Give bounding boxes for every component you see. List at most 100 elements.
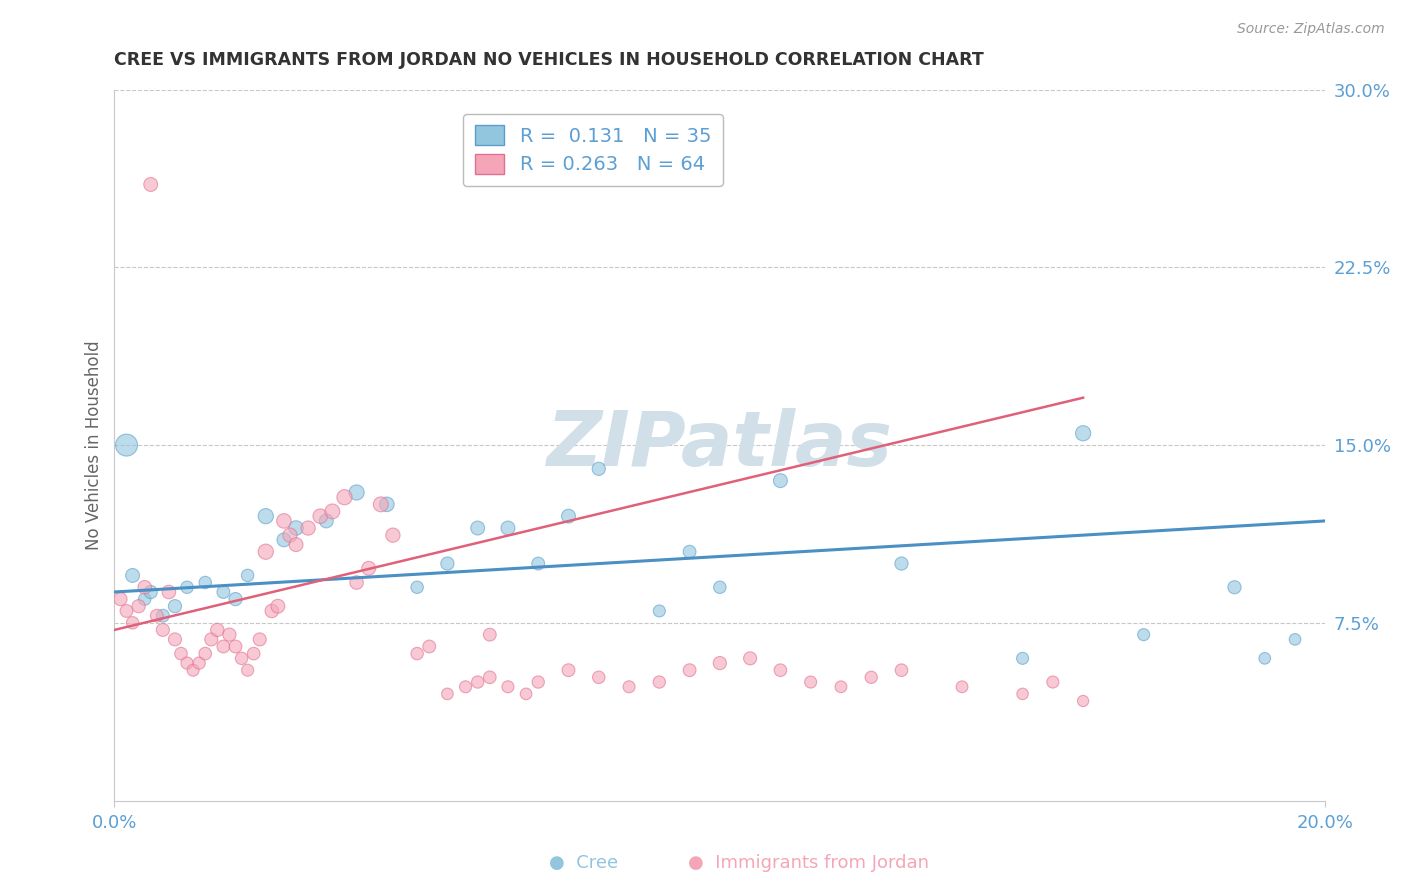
- Point: [950, 680, 973, 694]
- Point: [740, 651, 762, 665]
- Point: [648, 604, 671, 618]
- Point: [236, 568, 259, 582]
- Point: [152, 608, 174, 623]
- Point: [236, 663, 259, 677]
- Point: [157, 585, 180, 599]
- Point: [254, 545, 277, 559]
- Point: [478, 670, 501, 684]
- Point: [678, 545, 700, 559]
- Point: [254, 509, 277, 524]
- Point: [381, 528, 404, 542]
- Point: [249, 632, 271, 647]
- Point: [370, 497, 392, 511]
- Point: [163, 632, 186, 647]
- Text: ●  Immigrants from Jordan: ● Immigrants from Jordan: [688, 855, 929, 872]
- Point: [139, 585, 162, 599]
- Point: [121, 615, 143, 630]
- Point: [436, 687, 458, 701]
- Text: ZIPatlas: ZIPatlas: [547, 409, 893, 482]
- Point: [890, 663, 912, 677]
- Y-axis label: No Vehicles in Household: No Vehicles in Household: [86, 340, 103, 549]
- Point: [194, 575, 217, 590]
- Point: [515, 687, 537, 701]
- Point: [588, 462, 610, 476]
- Point: [297, 521, 319, 535]
- Text: CREE VS IMMIGRANTS FROM JORDAN NO VEHICLES IN HOUSEHOLD CORRELATION CHART: CREE VS IMMIGRANTS FROM JORDAN NO VEHICL…: [114, 51, 984, 69]
- Point: [1042, 675, 1064, 690]
- Point: [678, 663, 700, 677]
- Point: [648, 675, 671, 690]
- Point: [273, 514, 295, 528]
- Point: [346, 575, 368, 590]
- Point: [1284, 632, 1306, 647]
- Point: [436, 557, 458, 571]
- Point: [890, 557, 912, 571]
- Point: [769, 474, 792, 488]
- Point: [128, 599, 150, 614]
- Point: [285, 521, 308, 535]
- Text: Source: ZipAtlas.com: Source: ZipAtlas.com: [1237, 22, 1385, 37]
- Point: [496, 680, 519, 694]
- Point: [527, 675, 550, 690]
- Point: [115, 438, 138, 452]
- Point: [163, 599, 186, 614]
- Point: [1011, 687, 1033, 701]
- Point: [478, 627, 501, 641]
- Point: [224, 592, 246, 607]
- Point: [800, 675, 823, 690]
- Point: [212, 640, 235, 654]
- Point: [176, 656, 198, 670]
- Point: [188, 656, 211, 670]
- Point: [1071, 694, 1094, 708]
- Point: [134, 592, 156, 607]
- Point: [218, 627, 240, 641]
- Point: [212, 585, 235, 599]
- Point: [418, 640, 440, 654]
- Point: [1011, 651, 1033, 665]
- Point: [260, 604, 283, 618]
- Point: [1071, 426, 1094, 441]
- Point: [527, 557, 550, 571]
- Point: [207, 623, 229, 637]
- Point: [134, 580, 156, 594]
- Point: [315, 514, 337, 528]
- Point: [146, 608, 169, 623]
- Point: [181, 663, 204, 677]
- Point: [152, 623, 174, 637]
- Point: [346, 485, 368, 500]
- Text: ●  Cree: ● Cree: [548, 855, 619, 872]
- Point: [406, 647, 429, 661]
- Point: [617, 680, 640, 694]
- Point: [1223, 580, 1246, 594]
- Point: [115, 604, 138, 618]
- Point: [709, 656, 731, 670]
- Point: [333, 490, 356, 504]
- Point: [557, 509, 579, 524]
- Point: [139, 178, 162, 192]
- Point: [194, 647, 217, 661]
- Point: [588, 670, 610, 684]
- Point: [121, 568, 143, 582]
- Point: [375, 497, 398, 511]
- Point: [454, 680, 477, 694]
- Point: [110, 592, 132, 607]
- Point: [860, 670, 883, 684]
- Point: [200, 632, 222, 647]
- Point: [267, 599, 290, 614]
- Point: [1132, 627, 1154, 641]
- Point: [357, 561, 380, 575]
- Point: [321, 504, 343, 518]
- Point: [709, 580, 731, 594]
- Point: [496, 521, 519, 535]
- Point: [769, 663, 792, 677]
- Point: [273, 533, 295, 547]
- Point: [176, 580, 198, 594]
- Point: [467, 675, 489, 690]
- Legend: R =  0.131   N = 35, R = 0.263   N = 64: R = 0.131 N = 35, R = 0.263 N = 64: [463, 113, 723, 186]
- Point: [231, 651, 253, 665]
- Point: [830, 680, 852, 694]
- Point: [278, 528, 301, 542]
- Point: [467, 521, 489, 535]
- Point: [406, 580, 429, 594]
- Point: [309, 509, 332, 524]
